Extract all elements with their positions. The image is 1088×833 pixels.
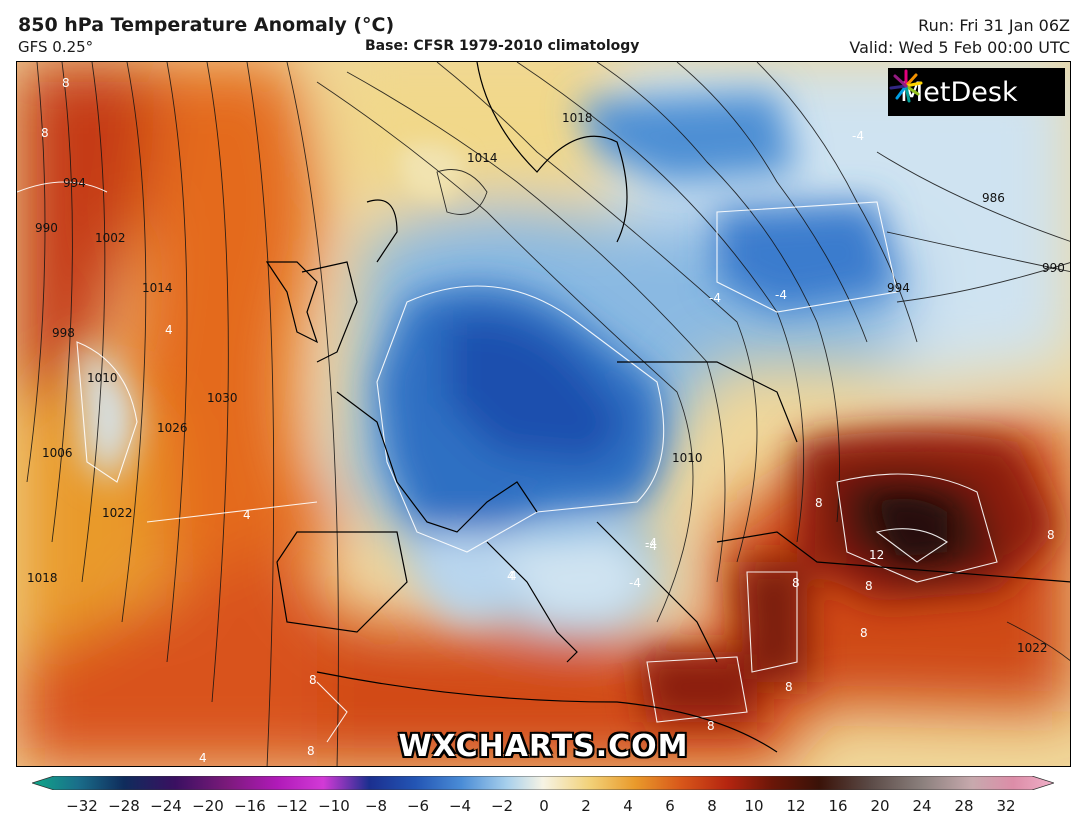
isobar-label: 1030 — [207, 391, 238, 405]
isobar-lines — [26, 62, 1070, 766]
isobar-label: 1022 — [1017, 641, 1048, 655]
metdesk-logo: MetDesk — [888, 68, 1065, 116]
map-canvas: 994 990 1002 1014 998 1010 1006 1026 103… — [17, 62, 1070, 766]
climatology-base-label: Base: CFSR 1979-2010 climatology — [365, 38, 640, 54]
isobar-label: 994 — [887, 281, 910, 295]
colorbar — [32, 776, 1054, 790]
isobar-label: 1026 — [157, 421, 188, 435]
anomaly-label: 4 — [199, 751, 207, 765]
anomaly-label: -4 — [645, 536, 657, 550]
isobar-label: 986 — [982, 191, 1005, 205]
anomaly-labels: 8 8 4 4 -4 -4 -4 -4 -4 4 8 8 8 12 8 8 8 … — [41, 76, 1055, 765]
anomaly-label: 4 — [507, 569, 515, 583]
colorbar-tick-label: −2 — [490, 797, 514, 815]
anomaly-label: -4 — [629, 576, 641, 590]
anomaly-label: 8 — [865, 579, 873, 593]
isobar-label: 990 — [1042, 261, 1065, 275]
colorbar-tick-label: −4 — [448, 797, 472, 815]
colorbar-ramp — [32, 776, 1054, 790]
anomaly-label: -4 — [645, 539, 657, 553]
isobar-label: 1014 — [142, 281, 173, 295]
colorbar-tick-label: −10 — [318, 797, 350, 815]
isobar-label: 998 — [52, 326, 75, 340]
anomaly-label: 4 — [509, 569, 517, 583]
anomaly-contours — [17, 181, 998, 743]
run-time-label: Run: Fri 31 Jan 06Z — [918, 16, 1070, 35]
colorbar-tick-label: −32 — [66, 797, 98, 815]
isobar-label: 1018 — [562, 111, 593, 125]
isobar-label: 994 — [63, 176, 86, 190]
anomaly-label: 8 — [309, 673, 317, 687]
isobar-labels: 994 990 1002 1014 998 1010 1006 1026 103… — [27, 111, 1065, 655]
isobar-label: 1002 — [95, 231, 126, 245]
coastlines — [265, 62, 1070, 753]
model-label: GFS 0.25° — [18, 38, 94, 56]
colorbar-tick-label: 12 — [786, 797, 806, 815]
anomaly-label: 8 — [792, 576, 800, 590]
colorbar-tick-label: 8 — [707, 797, 717, 815]
isobar-label: 1006 — [42, 446, 73, 460]
colorbar-tick-label: −6 — [406, 797, 430, 815]
anomaly-field — [17, 62, 1070, 766]
isobar-label: 1014 — [467, 151, 498, 165]
colorbar-ticks: −32 −28 −24 −20 −16 −12 −10 −8 −6 −4 −2 0 2 4 6 8 10 12 16… — [0, 797, 1088, 817]
anomaly-label: 12 — [869, 548, 884, 562]
anomaly-label: 8 — [707, 719, 715, 733]
anomaly-label: 8 — [860, 626, 868, 640]
colorbar-tick-label: 16 — [828, 797, 848, 815]
colorbar-tick-label: −12 — [276, 797, 308, 815]
anomaly-label: 8 — [41, 126, 49, 140]
isobar-label: 1022 — [102, 506, 133, 520]
valid-time-label: Valid: Wed 5 Feb 00:00 UTC — [849, 38, 1070, 57]
anomaly-label: 8 — [1047, 528, 1055, 542]
chart-title: 850 hPa Temperature Anomaly (°C) — [18, 14, 395, 36]
sunburst-logo-icon — [889, 69, 923, 103]
isobar-label: 1018 — [27, 571, 58, 585]
anomaly-label: -4 — [775, 288, 787, 302]
colorbar-tick-label: −8 — [364, 797, 388, 815]
colorbar-tick-label: 0 — [539, 797, 549, 815]
anomaly-label: 4 — [165, 323, 173, 337]
colorbar-tick-label: 2 — [581, 797, 591, 815]
colorbar-tick-label: 10 — [744, 797, 764, 815]
colorbar-tick-label: 6 — [665, 797, 675, 815]
anomaly-label: 8 — [815, 496, 823, 510]
colorbar-tick-label: −16 — [234, 797, 266, 815]
anomaly-label: -4 — [852, 129, 864, 143]
colorbar-tick-label: −28 — [108, 797, 140, 815]
anomaly-label: 8 — [62, 76, 70, 90]
watermark: WXCHARTS.COM — [398, 729, 689, 764]
isobar-label: 1010 — [87, 371, 118, 385]
colorbar-tick-label: 20 — [870, 797, 890, 815]
anomaly-label: 8 — [307, 744, 315, 758]
colorbar-tick-label: 4 — [623, 797, 633, 815]
isobar-label: 990 — [35, 221, 58, 235]
anomaly-label: -4 — [709, 291, 721, 305]
colorbar-tick-label: 24 — [912, 797, 932, 815]
anomaly-label: 4 — [243, 508, 251, 522]
anomaly-map[interactable]: 994 990 1002 1014 998 1010 1006 1026 103… — [16, 61, 1071, 767]
colorbar-tick-label: −24 — [150, 797, 182, 815]
anomaly-label: 8 — [785, 680, 793, 694]
logo-text: MetDesk — [900, 76, 1018, 108]
colorbar-tick-label: 32 — [996, 797, 1016, 815]
colorbar-tick-label: −20 — [192, 797, 224, 815]
isobar-label: 1010 — [672, 451, 703, 465]
colorbar-tick-label: 28 — [954, 797, 974, 815]
